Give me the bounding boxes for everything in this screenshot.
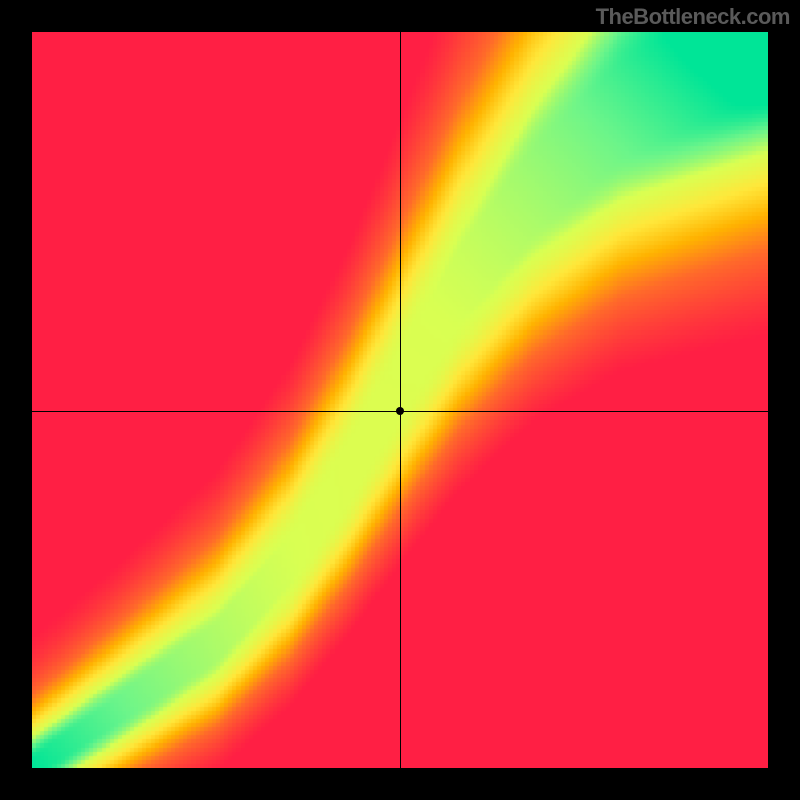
- crosshair-vertical: [400, 32, 401, 768]
- chart-container: TheBottleneck.com: [0, 0, 800, 800]
- watermark-text: TheBottleneck.com: [596, 4, 790, 30]
- crosshair-marker: [396, 407, 404, 415]
